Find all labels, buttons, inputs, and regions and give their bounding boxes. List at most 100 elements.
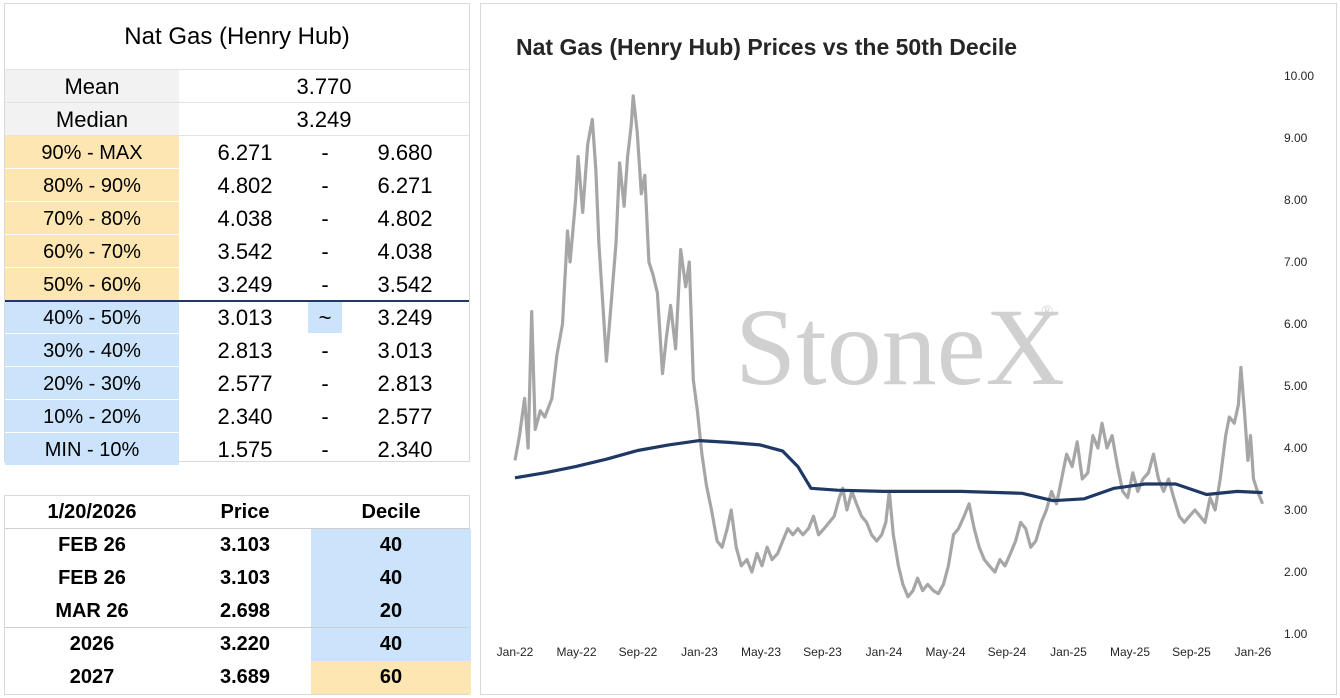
plot-area: [513, 94, 1265, 599]
snapshot-price: 3.103: [219, 534, 271, 556]
decile-label: 20% - 30%: [5, 367, 179, 399]
snapshot-decile: 20: [311, 595, 471, 628]
x-tick-label: May-23: [741, 645, 781, 659]
decile-label: 90% - MAX: [5, 136, 179, 168]
decile-low-value: 3.249: [217, 272, 273, 297]
chart-title: Nat Gas (Henry Hub) Prices vs the 50th D…: [516, 34, 1017, 60]
decile-low-value: 3.542: [217, 239, 273, 264]
y-tick-label: 6.00: [1284, 317, 1308, 331]
decile-separator: ~: [308, 301, 342, 333]
x-axis: Jan-22 May-22 Sep-22 Jan-23 May-23 Sep-23 Jan-…: [497, 645, 1272, 659]
watermark-registered-mark: ®: [1041, 303, 1053, 320]
decile-label: 40% - 50%: [5, 301, 179, 333]
decile-high-value: 3.013: [377, 338, 433, 363]
decile-low-value: 4.802: [217, 173, 273, 198]
snapshot-decile: 40: [311, 562, 471, 595]
price-chart: Nat Gas (Henry Hub) Prices vs the 50th D…: [497, 34, 1315, 659]
x-tick-label: Jan-23: [681, 645, 718, 659]
decile-stats-table: Nat Gas (Henry Hub) Mean 3.770 Median 3.…: [4, 3, 470, 465]
snapshot-decile: 40: [311, 529, 471, 562]
snapshot-decile: 60: [311, 661, 471, 694]
snapshot-row: 2027 3.689 60: [5, 661, 471, 694]
table-title: Nat Gas (Henry Hub): [124, 23, 350, 50]
snapshot-price-header: Price: [220, 501, 270, 523]
decile-row: 20% - 30% 2.577 - 2.813: [5, 367, 469, 400]
decile-label: 80% - 90%: [5, 169, 179, 201]
stonex-watermark: StoneX ®: [735, 286, 1065, 408]
snapshot-price: 2.698: [219, 600, 271, 622]
snapshot-date-header: 1/20/2026: [47, 501, 137, 523]
median-divider-line: [5, 300, 469, 302]
decile-row: 10% - 20% 2.340 - 2.577: [5, 400, 469, 433]
x-tick-label: Sep-24: [988, 645, 1027, 659]
mean-value: 3.770: [296, 74, 352, 99]
x-tick-label: May-24: [925, 645, 965, 659]
mean-row: Mean 3.770: [5, 70, 469, 103]
decile-label: 50% - 60%: [5, 268, 179, 300]
snapshot-contract: 2027: [69, 666, 115, 688]
snapshot-price: 3.689: [219, 666, 271, 688]
decile-separator: -: [321, 140, 329, 165]
y-tick-label: 1.00: [1284, 627, 1308, 641]
decile-label: MIN - 10%: [5, 433, 179, 465]
decile-low-value: 2.340: [217, 404, 273, 429]
x-tick-label: May-25: [1110, 645, 1150, 659]
decile-high-value: 4.802: [377, 206, 433, 231]
decile-separator: -: [321, 338, 329, 363]
snapshot-contract: FEB 26: [58, 534, 126, 556]
decile-high-value: 3.249: [377, 305, 433, 330]
x-tick-label: Jan-25: [1050, 645, 1087, 659]
decile-separator: -: [321, 404, 329, 429]
decile-low-value: 2.577: [217, 371, 273, 396]
median-row: Median 3.249: [5, 103, 469, 136]
decile-high-value: 4.038: [377, 239, 433, 264]
decile-high-value: 9.680: [377, 140, 433, 165]
x-tick-label: Sep-23: [803, 645, 842, 659]
y-tick-label: 10.00: [1284, 69, 1314, 83]
x-tick-label: Jan-22: [497, 645, 534, 659]
x-tick-label: May-22: [556, 645, 596, 659]
snapshot-decile: 40: [311, 628, 471, 661]
y-tick-label: 8.00: [1284, 193, 1308, 207]
decile-high-value: 6.271: [377, 173, 433, 198]
decile-separator: -: [321, 206, 329, 231]
decile-label: 70% - 80%: [5, 202, 179, 234]
decile-row: 60% - 70% 3.542 - 4.038: [5, 235, 469, 268]
snapshot-contract: MAR 26: [55, 600, 129, 622]
decile-row: 90% - MAX 6.271 - 9.680: [5, 136, 469, 169]
decile-low-value: 4.038: [217, 206, 273, 231]
decile-row: MIN - 10% 1.575 - 2.340: [5, 433, 469, 466]
median-series-line: [514, 439, 1263, 503]
snapshot-row: MAR 26 2.698 20: [5, 595, 471, 628]
decile-separator: -: [321, 437, 329, 462]
decile-label: 30% - 40%: [5, 334, 179, 366]
y-tick-label: 5.00: [1284, 379, 1308, 393]
decile-row: 30% - 40% 2.813 - 3.013: [5, 334, 469, 367]
decile-high-value: 3.542: [377, 272, 433, 297]
decile-high-value: 2.340: [377, 437, 433, 462]
mean-label: Mean: [5, 70, 179, 102]
decile-separator: -: [321, 371, 329, 396]
snapshot-decile-header: Decile: [361, 501, 421, 523]
decile-low-value: 2.813: [217, 338, 273, 363]
decile-row: 80% - 90% 4.802 - 6.271: [5, 169, 469, 202]
chart-panel: Nat Gas (Henry Hub) Prices vs the 50th D…: [480, 3, 1337, 695]
decile-row: 70% - 80% 4.038 - 4.802: [5, 202, 469, 235]
decile-label: 10% - 20%: [5, 400, 179, 432]
decile-low-value: 3.013: [217, 305, 273, 330]
x-tick-label: Jan-26: [1235, 645, 1272, 659]
snapshot-contract: 2026: [69, 633, 115, 655]
decile-high-value: 2.577: [377, 404, 433, 429]
decile-low-value: 1.575: [217, 437, 273, 462]
x-tick-label: Sep-25: [1172, 645, 1211, 659]
y-tick-label: 7.00: [1284, 255, 1308, 269]
decile-separator: -: [321, 173, 329, 198]
snapshot-row: FEB 26 3.103 40: [5, 562, 471, 595]
y-tick-label: 3.00: [1284, 503, 1308, 517]
decile-high-value: 2.813: [377, 371, 433, 396]
median-value: 3.249: [296, 107, 352, 132]
decile-low-value: 6.271: [217, 140, 273, 165]
x-tick-label: Jan-24: [866, 645, 903, 659]
median-label: Median: [5, 103, 179, 135]
decile-separator: -: [321, 272, 329, 297]
